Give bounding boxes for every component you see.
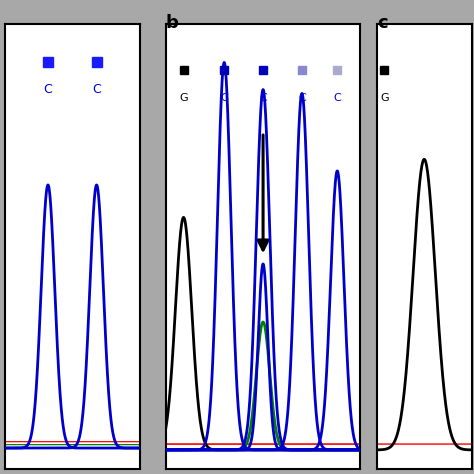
Text: C: C — [44, 83, 52, 96]
Text: C: C — [333, 93, 341, 103]
Text: C: C — [298, 93, 306, 103]
Text: C: C — [259, 93, 267, 103]
Text: C: C — [92, 83, 101, 96]
Text: G: G — [380, 93, 389, 103]
Text: G: G — [179, 93, 188, 103]
Text: c: c — [377, 14, 387, 32]
Text: b: b — [166, 14, 179, 32]
Text: C: C — [220, 93, 228, 103]
